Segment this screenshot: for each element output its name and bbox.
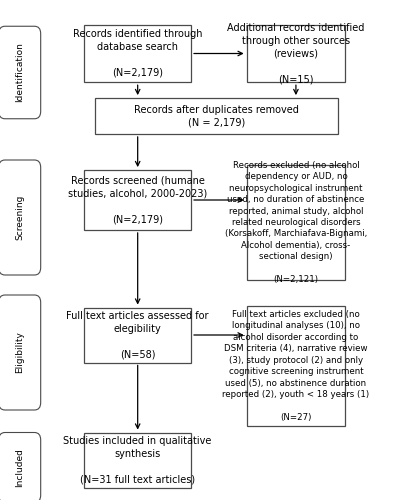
Bar [84, 308, 191, 362]
Bar [84, 432, 191, 488]
Bar [247, 165, 345, 280]
Bar [84, 24, 191, 82]
FancyBboxPatch shape [0, 26, 41, 118]
Bar [84, 170, 191, 230]
Text: Full text articles assessed for
elegibility

(N=58): Full text articles assessed for elegibil… [67, 311, 209, 359]
Text: Additional records identified
through other sources
(reviews)

(N=15): Additional records identified through ot… [227, 23, 365, 84]
Text: Records screened (humane
studies, alcohol, 2000-2023)

(N=2,179): Records screened (humane studies, alcoho… [68, 176, 207, 224]
Text: Records after duplicates removed
(N = 2,179): Records after duplicates removed (N = 2,… [134, 104, 299, 128]
Text: Studies included in qualitative
synthesis

(N=31 full text articles): Studies included in qualitative synthesi… [63, 436, 212, 484]
Text: Screening: Screening [15, 195, 24, 240]
Bar [247, 306, 345, 426]
Text: Full text articles excluded (no
longitudinal analyses (10), no
alcohol disorder : Full text articles excluded (no longitud… [222, 310, 369, 422]
FancyBboxPatch shape [0, 295, 41, 410]
Text: Records identified through
database search

(N=2,179): Records identified through database sear… [73, 30, 203, 78]
Bar [95, 98, 338, 134]
Text: Eligibility: Eligibility [15, 332, 24, 374]
Text: Included: Included [15, 448, 24, 487]
Text: Identification: Identification [15, 42, 24, 102]
FancyBboxPatch shape [0, 432, 41, 500]
Bar [247, 24, 345, 82]
FancyBboxPatch shape [0, 160, 41, 275]
Text: Records excluded (no alcohol
dependency or AUD, no
neuropsychological instrument: Records excluded (no alcohol dependency … [225, 161, 367, 284]
